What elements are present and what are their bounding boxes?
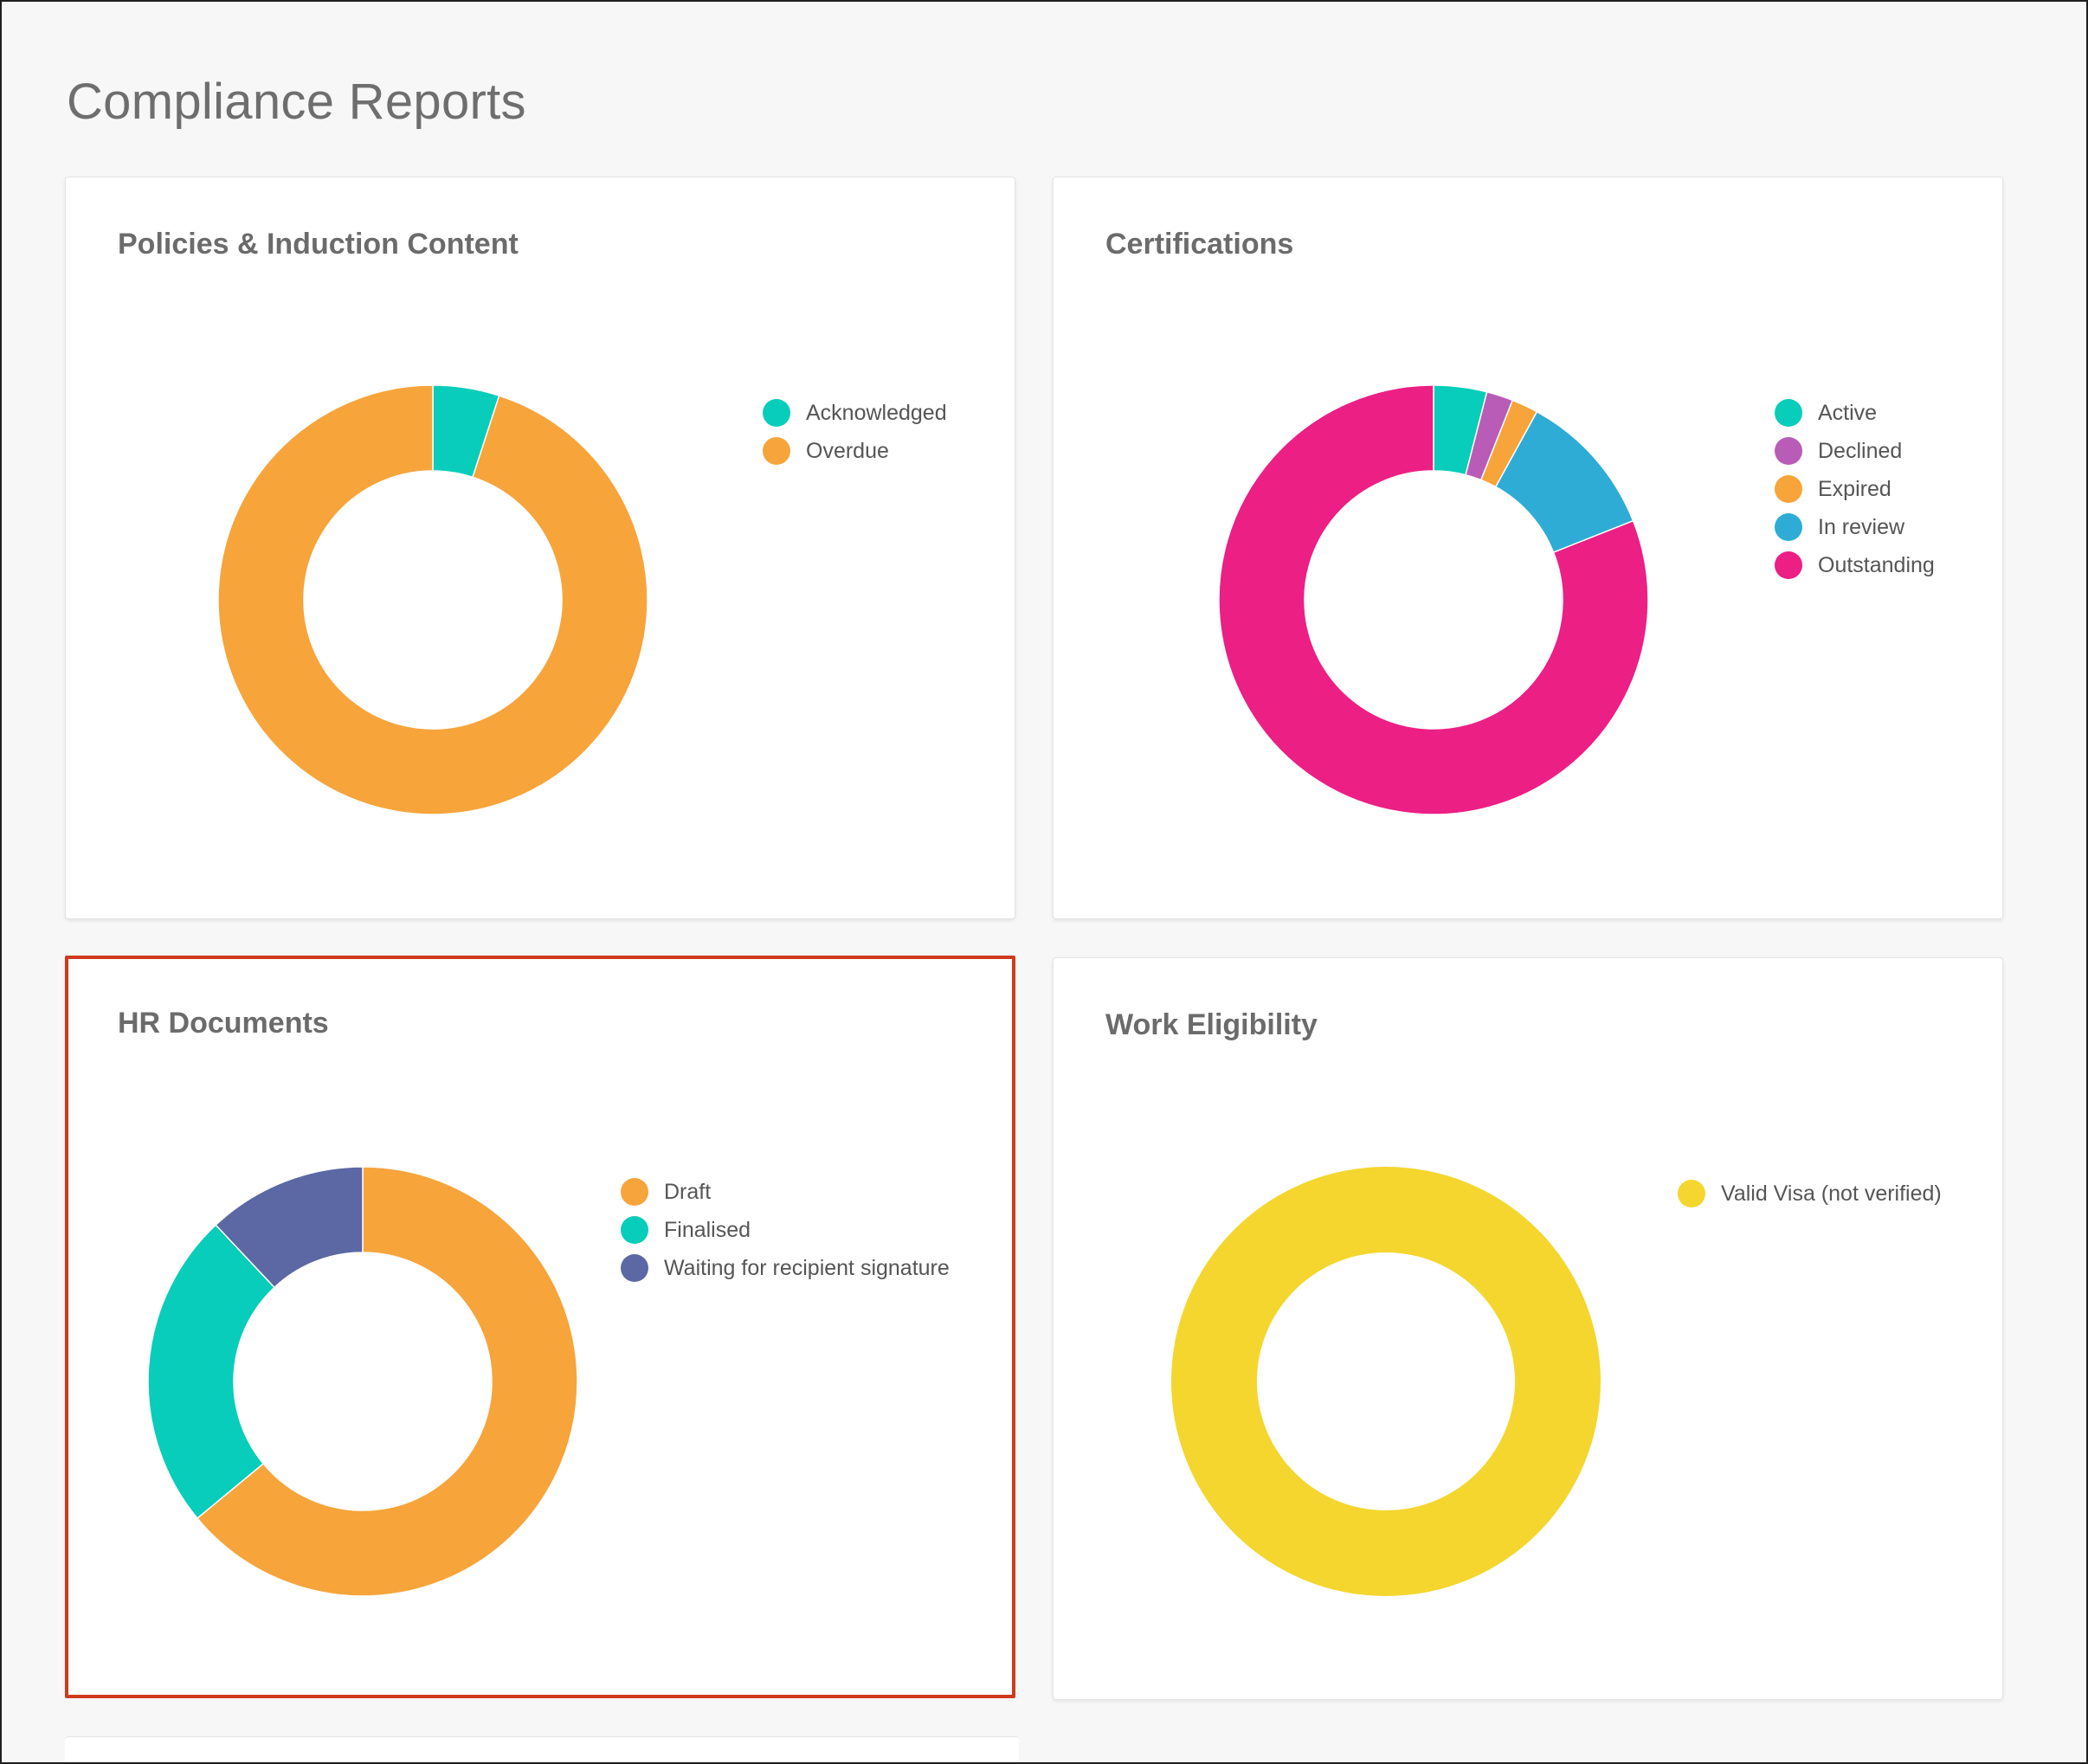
legend-item-acknowledged[interactable]: Acknowledged [763, 394, 947, 432]
hr-documents-legend: Draft Finalised Waiting for recipient sign… [621, 1173, 950, 1287]
work-eligibility-legend: Valid Visa (not verified) [1678, 1175, 1942, 1213]
legend-label: Overdue [806, 438, 889, 463]
policies-legend: Acknowledged Overdue [763, 394, 947, 470]
work-eligibility-card[interactable]: Work Eligibility Valid Visa (not verifie… [1053, 957, 2003, 1700]
donut-slice-outstanding[interactable] [1218, 384, 1649, 815]
legend-item-expired[interactable]: Expired [1775, 470, 1935, 508]
legend-swatch-icon [1775, 399, 1802, 427]
legend-item-active[interactable]: Active [1775, 394, 1935, 432]
legend-swatch-icon [1775, 475, 1802, 503]
donut-slice-valid-visa-not-verified[interactable] [1171, 1167, 1601, 1596]
legend-item-overdue[interactable]: Overdue [763, 432, 947, 470]
legend-swatch-icon [1775, 551, 1802, 579]
legend-label: Waiting for recipient signature [664, 1255, 950, 1280]
certifications-legend: Active Declined Expired In review Outstandin… [1775, 394, 1935, 584]
card-title: HR Documents [118, 1007, 329, 1040]
legend-swatch-icon [621, 1254, 648, 1282]
legend-item-outstanding[interactable]: Outstanding [1775, 546, 1935, 584]
card-title: Certifications [1105, 228, 1294, 261]
legend-item-waiting-for-recipient-signature[interactable]: Waiting for recipient signature [621, 1249, 950, 1287]
legend-item-valid-visa-not-verified[interactable]: Valid Visa (not verified) [1678, 1175, 1942, 1213]
page-title: Compliance Reports [67, 74, 526, 130]
legend-swatch-icon [621, 1216, 648, 1244]
legend-swatch-icon [763, 399, 790, 427]
legend-item-in-review[interactable]: In review [1775, 508, 1935, 546]
legend-label: Active [1818, 400, 1878, 425]
next-card-edge [65, 1736, 1019, 1762]
legend-label: Declined [1818, 438, 1903, 463]
hr-documents-card[interactable]: HR Documents Draft Finalised Waiting for r… [65, 956, 1015, 1698]
legend-label: Draft [664, 1179, 712, 1204]
donut-slice-overdue[interactable] [217, 384, 648, 815]
policies-donut-chart[interactable] [217, 384, 648, 815]
legend-swatch-icon [763, 437, 790, 465]
hr-documents-donut-chart[interactable] [147, 1166, 578, 1597]
legend-label: Acknowledged [806, 400, 947, 425]
legend-item-finalised[interactable]: Finalised [621, 1211, 950, 1249]
donut-slice-draft[interactable] [196, 1166, 578, 1597]
legend-swatch-icon [621, 1178, 648, 1206]
card-title: Policies & Induction Content [118, 228, 519, 261]
legend-label: Outstanding [1818, 552, 1935, 577]
legend-label: Valid Visa (not verified) [1721, 1181, 1942, 1206]
legend-swatch-icon [1775, 513, 1802, 541]
legend-swatch-icon [1678, 1180, 1705, 1207]
legend-label: Finalised [664, 1217, 751, 1242]
certifications-card[interactable]: Certifications Active Declined Expired In r… [1053, 177, 2003, 919]
legend-label: Expired [1818, 476, 1891, 501]
certifications-donut-chart[interactable] [1218, 384, 1649, 815]
donut-slice-waiting-for-recipient-signature[interactable] [215, 1166, 364, 1289]
work-eligibility-donut-chart[interactable] [1171, 1167, 1601, 1596]
legend-label: In review [1818, 514, 1905, 539]
legend-swatch-icon [1775, 437, 1802, 465]
policies-induction-card[interactable]: Policies & Induction Content Acknowledge… [65, 177, 1015, 919]
donut-slice-finalised[interactable] [147, 1224, 276, 1520]
legend-item-declined[interactable]: Declined [1775, 432, 1935, 470]
legend-item-draft[interactable]: Draft [621, 1173, 950, 1211]
card-title: Work Eligibility [1105, 1008, 1318, 1041]
